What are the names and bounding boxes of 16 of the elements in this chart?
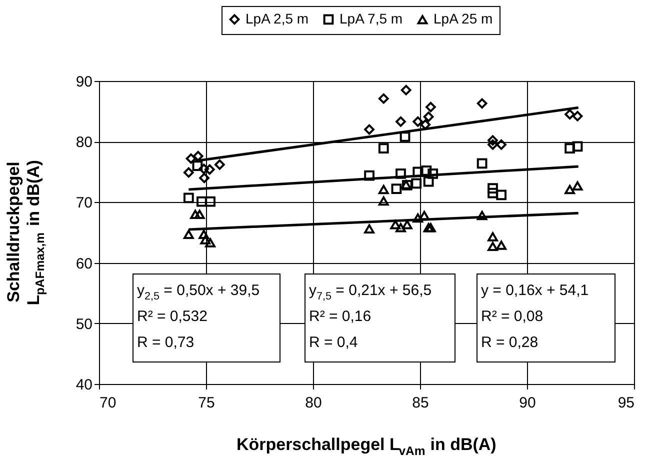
legend-label: LpA 2,5 m xyxy=(246,10,309,26)
x-tick-label: 75 xyxy=(198,394,215,412)
x-tick-label: 95 xyxy=(618,394,634,412)
y-tick-label: 50 xyxy=(76,316,92,333)
y-tick-label: 70 xyxy=(76,194,92,212)
x-tick-label: 70 xyxy=(100,394,116,412)
x-tick-label: 80 xyxy=(305,394,322,412)
annotation: y = 0,16x + 54,1 R² = 0,08 R = 0,28 xyxy=(481,282,589,351)
x-tick-label: 90 xyxy=(519,394,536,412)
y-tick-label: 90 xyxy=(76,74,92,90)
y-tick-label: 60 xyxy=(76,255,92,272)
y-tick-label: 80 xyxy=(76,134,92,152)
legend-label: LpA 25 m xyxy=(434,10,493,27)
legend-label: LpA 7,5 m xyxy=(340,10,403,26)
x-tick-label: 85 xyxy=(412,394,429,412)
y-tick-label: 40 xyxy=(76,376,92,394)
